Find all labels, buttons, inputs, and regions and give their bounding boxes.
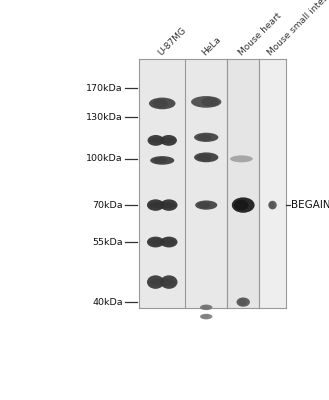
Bar	[259, 59, 286, 308]
Ellipse shape	[191, 96, 221, 108]
Ellipse shape	[194, 152, 218, 162]
Text: BEGAIN: BEGAIN	[291, 200, 329, 210]
Ellipse shape	[149, 202, 175, 208]
Text: 170kDa: 170kDa	[86, 84, 123, 92]
Text: Mouse small intestine: Mouse small intestine	[266, 0, 329, 57]
Ellipse shape	[269, 202, 274, 208]
Ellipse shape	[161, 135, 177, 146]
Ellipse shape	[154, 157, 167, 164]
Ellipse shape	[153, 99, 168, 108]
Ellipse shape	[202, 314, 209, 318]
Ellipse shape	[147, 237, 164, 248]
Ellipse shape	[200, 314, 213, 319]
Ellipse shape	[150, 137, 175, 144]
Ellipse shape	[160, 275, 178, 289]
Ellipse shape	[238, 299, 246, 306]
Text: Mouse heart: Mouse heart	[237, 11, 283, 57]
Ellipse shape	[149, 278, 175, 286]
Ellipse shape	[232, 197, 255, 213]
Text: 70kDa: 70kDa	[92, 200, 123, 210]
Ellipse shape	[150, 156, 174, 165]
Ellipse shape	[198, 202, 211, 208]
Ellipse shape	[194, 133, 218, 142]
Ellipse shape	[200, 304, 213, 310]
Ellipse shape	[147, 275, 164, 289]
Ellipse shape	[237, 298, 250, 307]
Text: 100kDa: 100kDa	[86, 154, 123, 163]
Ellipse shape	[195, 200, 217, 210]
Ellipse shape	[160, 237, 178, 248]
Text: 40kDa: 40kDa	[92, 298, 123, 306]
Ellipse shape	[197, 154, 211, 161]
Ellipse shape	[268, 201, 277, 209]
Text: U-87MG: U-87MG	[156, 26, 188, 57]
Bar	[139, 59, 227, 308]
Ellipse shape	[149, 239, 175, 245]
Ellipse shape	[149, 98, 175, 109]
Ellipse shape	[202, 305, 209, 309]
Ellipse shape	[197, 134, 211, 141]
Ellipse shape	[147, 199, 164, 211]
Ellipse shape	[234, 200, 248, 210]
Ellipse shape	[160, 199, 178, 211]
Ellipse shape	[147, 135, 164, 146]
Text: 55kDa: 55kDa	[92, 238, 123, 246]
Bar	[227, 59, 259, 308]
Text: HeLa: HeLa	[200, 35, 222, 57]
Text: 130kDa: 130kDa	[86, 113, 123, 122]
Ellipse shape	[201, 97, 219, 106]
Ellipse shape	[230, 156, 253, 162]
